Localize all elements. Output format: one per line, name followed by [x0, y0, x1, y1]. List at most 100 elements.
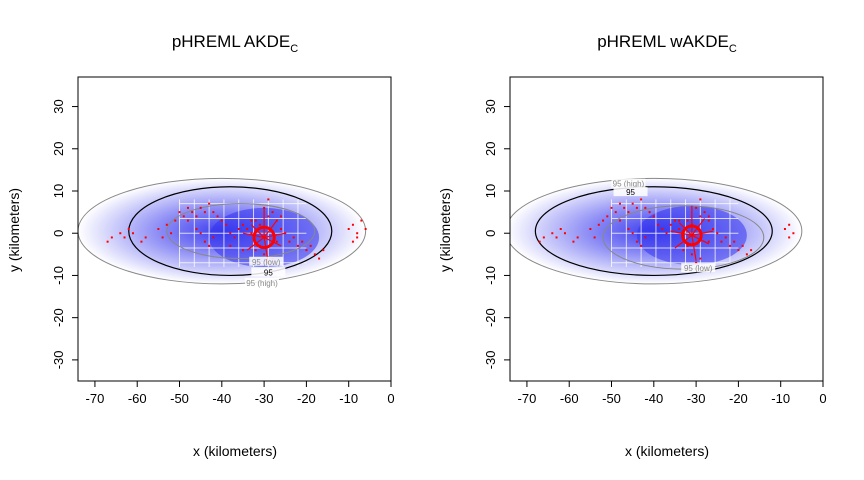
tracking-point: [728, 244, 731, 247]
x-tick-label: -20: [297, 391, 316, 406]
tracking-point: [640, 198, 643, 201]
tracking-point: [203, 211, 206, 214]
x-tick-label: -10: [771, 391, 790, 406]
x-tick-label: -30: [687, 391, 706, 406]
tracking-point: [174, 219, 177, 222]
tracking-point: [292, 236, 295, 239]
tracking-point: [225, 223, 228, 226]
tracking-point: [195, 215, 198, 218]
y-tick-label: -10: [51, 266, 66, 285]
tracking-point: [690, 253, 693, 256]
tracking-point: [712, 228, 715, 230]
tracking-point: [657, 223, 660, 226]
x-axis-label: x (kilometers): [193, 443, 277, 459]
tracking-point: [123, 236, 126, 239]
tracking-point: [686, 219, 689, 222]
y-tick-label: 0: [51, 230, 66, 237]
tracking-point: [686, 244, 689, 247]
tracking-point: [563, 232, 566, 235]
x-tick-label: -40: [212, 391, 231, 406]
y-tick-label: 20: [51, 142, 66, 156]
contour-label-bg: [251, 267, 286, 277]
y-tick-label: 20: [483, 142, 498, 156]
x-tick-label: -60: [560, 391, 579, 406]
tracking-point: [652, 215, 655, 218]
tracking-point: [695, 261, 698, 264]
contour-label-bg: [244, 277, 279, 287]
y-tick-label: -10: [483, 266, 498, 285]
tracking-point: [576, 236, 579, 239]
tracking-point: [229, 232, 232, 235]
tracking-point: [182, 215, 185, 218]
tracking-point: [212, 236, 215, 239]
tracking-point: [644, 236, 647, 239]
core-ring: [681, 224, 703, 247]
tracking-point: [241, 249, 244, 252]
tracking-point: [347, 228, 350, 230]
y-axis-label: y (kilometers): [437, 188, 453, 272]
tracking-point: [788, 236, 791, 239]
tracking-point: [305, 249, 308, 252]
tracking-point: [254, 219, 257, 222]
tracking-point: [199, 232, 202, 235]
y-tick-label: -20: [51, 308, 66, 327]
tracking-point: [263, 253, 266, 256]
contour-label-bg: [249, 256, 284, 266]
tracking-point: [106, 240, 109, 243]
contour-label: 95 (high): [246, 279, 278, 288]
y-tick-label: 30: [51, 99, 66, 113]
tracking-point: [644, 206, 647, 209]
tracking-point: [237, 228, 240, 230]
tracking-point: [750, 249, 753, 252]
chart-title-subscript: C: [729, 43, 737, 55]
tracking-point: [301, 240, 304, 243]
y-tick-label: -30: [51, 350, 66, 369]
tracking-point: [724, 236, 727, 239]
tracking-point: [110, 236, 113, 239]
tracking-point: [707, 240, 710, 243]
tracking-point: [318, 257, 321, 260]
tracking-point: [597, 223, 600, 226]
tracking-point: [555, 236, 558, 239]
tracking-point: [309, 244, 312, 247]
contour-label: 95 (high): [613, 180, 645, 189]
tracking-point: [572, 240, 575, 243]
chart-title: pHREML AKDEC: [172, 32, 298, 55]
contour-label-bg: [611, 178, 646, 188]
tracking-point: [602, 219, 605, 222]
chart-title-subscript: C: [290, 43, 298, 55]
tracking-point: [220, 219, 223, 222]
tracking-point: [119, 232, 122, 235]
y-tick-label: 30: [483, 99, 498, 113]
tracking-point: [254, 249, 257, 252]
tracking-point: [640, 244, 643, 247]
tracking-point: [707, 219, 710, 222]
tracking-point: [559, 228, 562, 230]
tracking-point: [623, 206, 626, 209]
x-tick-label: -70: [86, 391, 105, 406]
tracking-point: [627, 211, 630, 214]
contour-label: 95 (low): [684, 264, 713, 273]
tracking-point: [212, 211, 215, 214]
tracking-point: [313, 253, 316, 256]
tracking-point: [144, 236, 147, 239]
tracking-point: [233, 236, 236, 239]
plot-area: [78, 177, 367, 285]
tracking-point: [229, 244, 232, 247]
chart-panel-wakde: pHREML wAKDEC x (kilometers) y (kilomete…: [437, 32, 827, 459]
tracking-point: [280, 215, 283, 218]
tracking-point: [635, 206, 638, 209]
contour-est: [128, 186, 333, 277]
tracking-point: [699, 215, 702, 218]
tracking-point: [648, 211, 651, 214]
tracking-point: [661, 228, 664, 230]
tracking-point: [737, 249, 740, 252]
tracking-point: [673, 219, 676, 222]
tracking-point: [551, 232, 554, 235]
tracking-point: [250, 232, 253, 235]
contour-label: 95: [626, 188, 635, 197]
tracking-point: [364, 228, 367, 230]
tracking-point: [695, 206, 698, 209]
tracking-point: [606, 215, 609, 218]
